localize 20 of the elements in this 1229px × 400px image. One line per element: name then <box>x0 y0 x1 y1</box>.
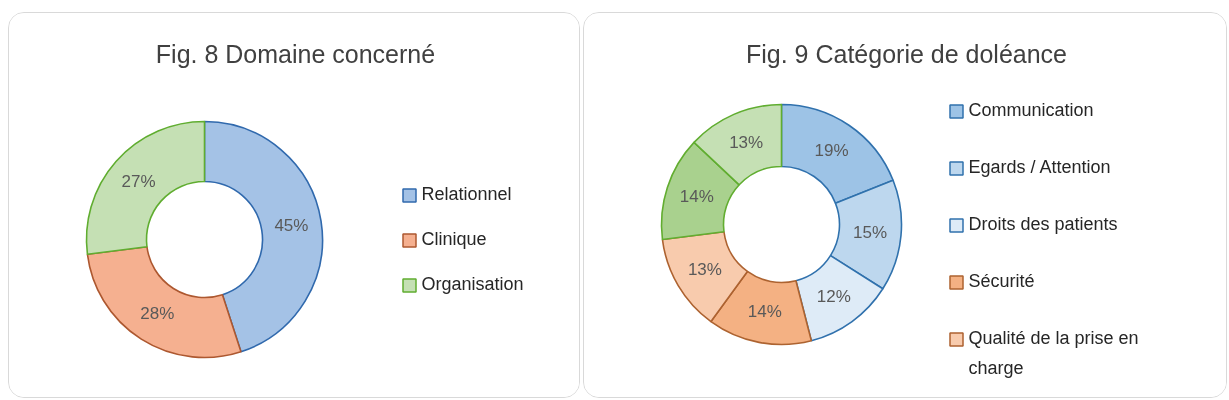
legend-label: Clinique <box>421 228 487 249</box>
data-label: 15% <box>853 223 888 243</box>
chart-title: Fig. 8 Domaine concerné <box>155 39 436 68</box>
legend-label: Communication <box>968 99 1094 120</box>
data-label: 13% <box>729 133 764 153</box>
data-label: 45% <box>274 216 309 236</box>
legend-label: Qualité de la prise en charge <box>968 327 1139 378</box>
legend-label: Sécurité <box>968 270 1035 291</box>
legend-label: Droits des patients <box>968 213 1118 234</box>
data-label: 19% <box>814 141 849 161</box>
data-label: 14% <box>747 302 782 322</box>
data-label: 12% <box>816 287 851 306</box>
data-label: 14% <box>679 187 714 207</box>
legend-label: Relationnel <box>421 183 512 204</box>
data-label: 27% <box>121 171 156 191</box>
legend-label: Organisation <box>421 273 524 294</box>
data-label: 28% <box>140 304 175 324</box>
data-label: 13% <box>687 260 722 280</box>
legend-label: Egards / Attention <box>968 156 1111 177</box>
chart-title: Fig. 9 Catégorie de doléance <box>745 39 1068 68</box>
